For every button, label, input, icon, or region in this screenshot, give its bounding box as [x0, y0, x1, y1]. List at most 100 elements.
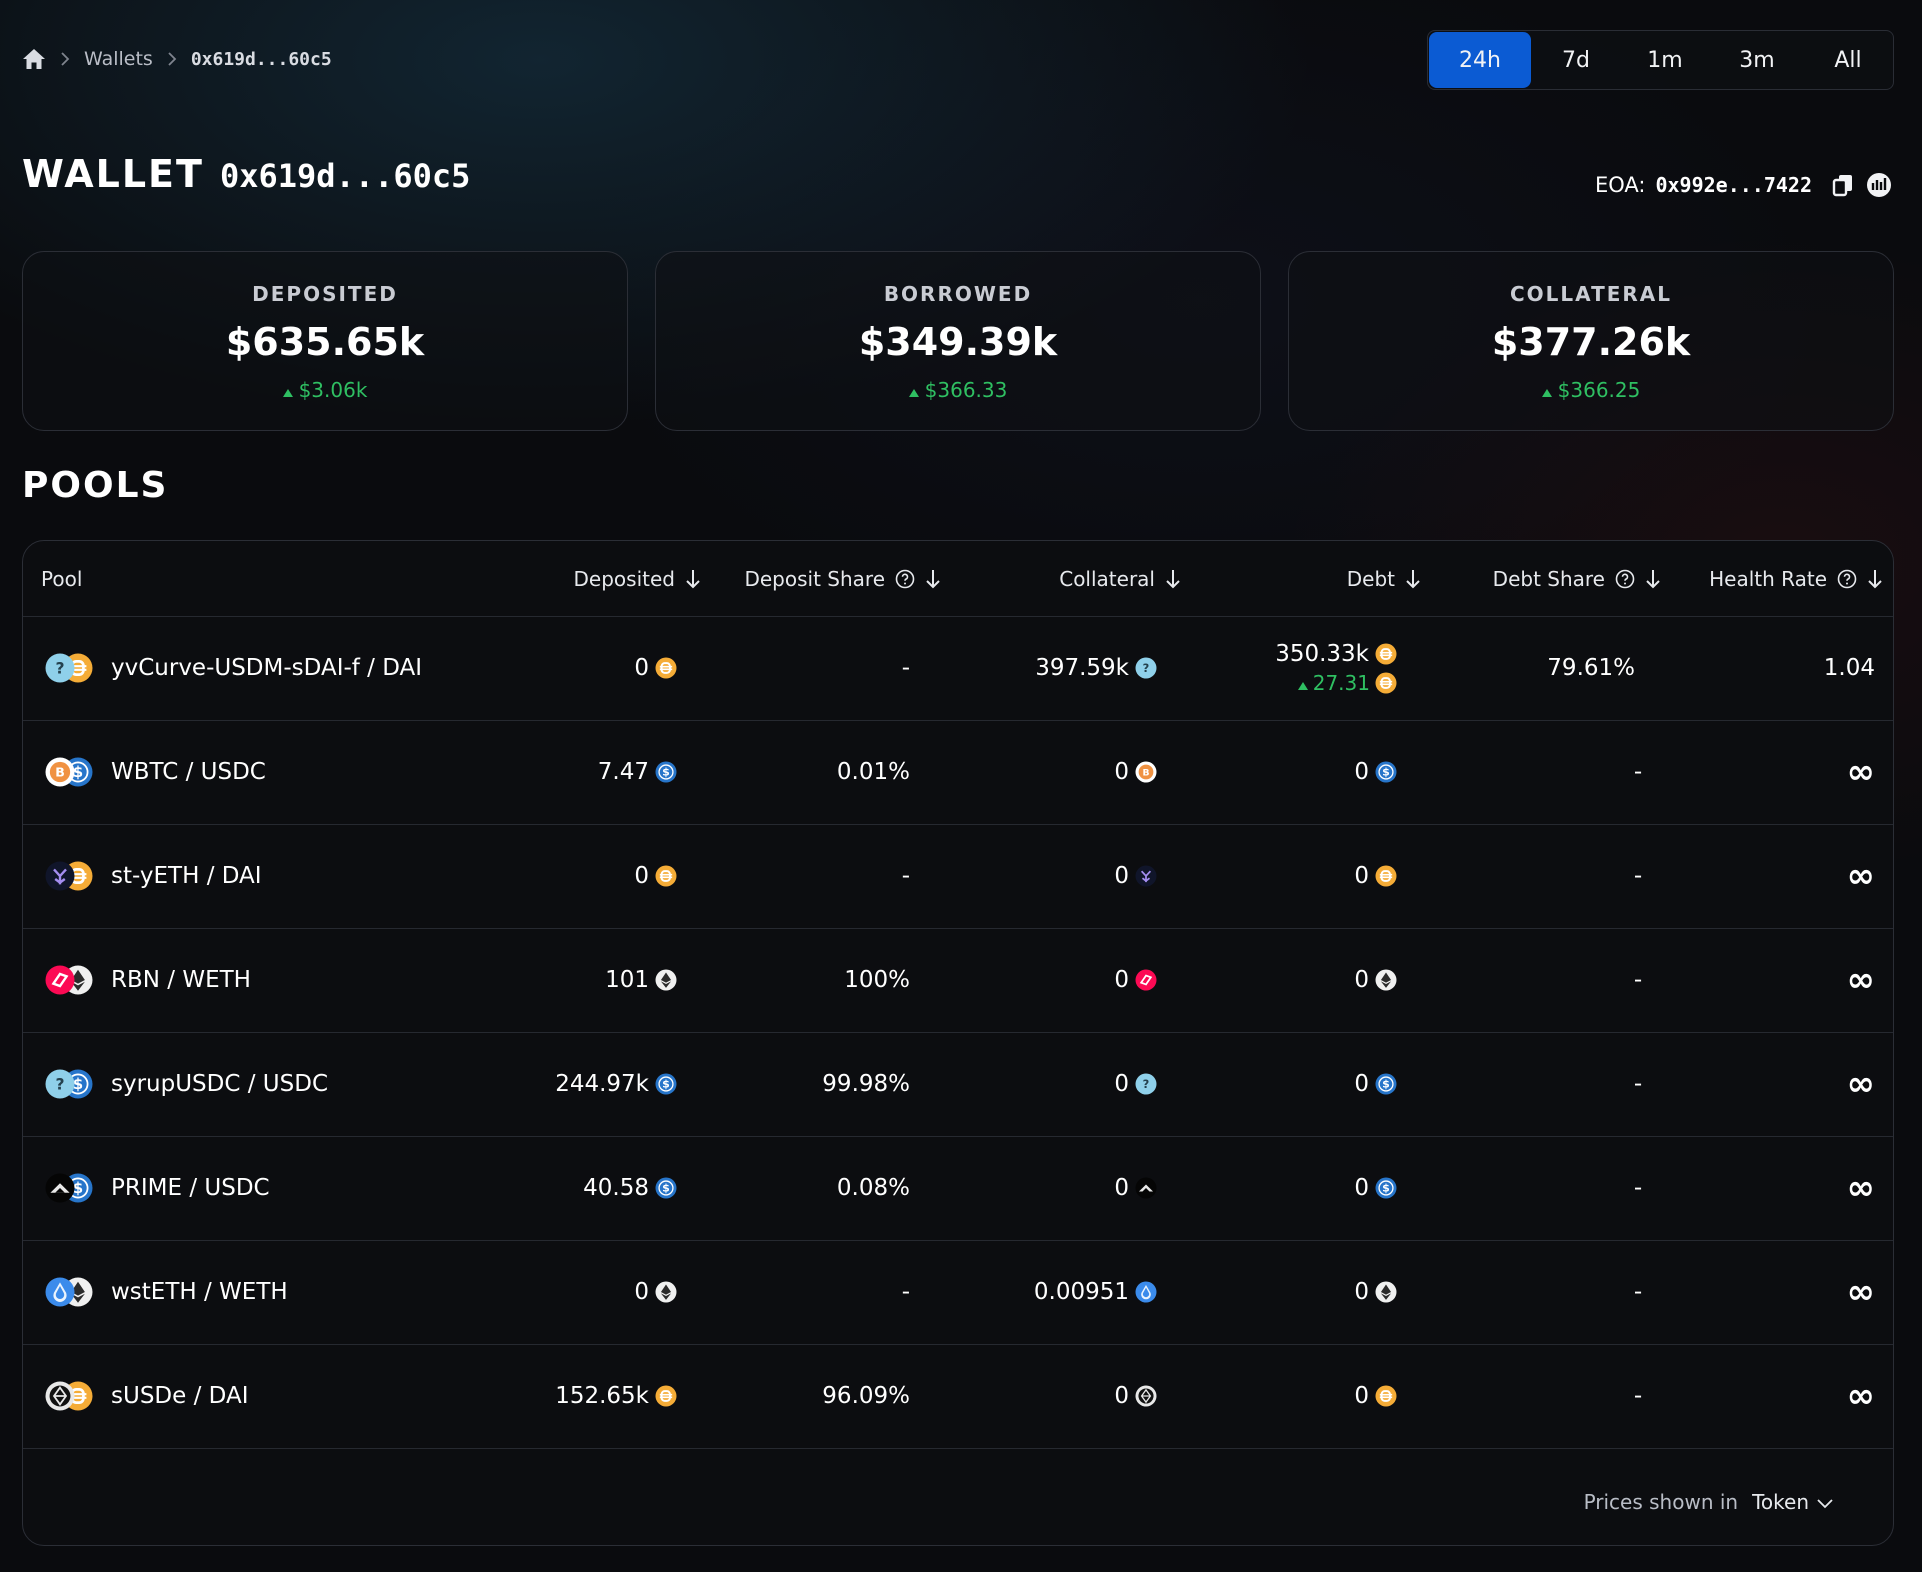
usdc-icon: $ [1375, 1073, 1397, 1095]
table-row[interactable]: B $ WBTC / USDC 7.47 $ 0.01% 0 B 0 $ [23, 720, 1893, 825]
collateral-value: 0 [1114, 1383, 1129, 1409]
range-1m-button[interactable]: 1m [1647, 47, 1683, 73]
column-header-debt[interactable]: Debt [1347, 541, 1421, 616]
pool-cell[interactable]: wstETH / WETH [45, 1240, 288, 1344]
pool-cell[interactable]: RBN / WETH [45, 928, 251, 1032]
pool-cell[interactable]: st-yETH / DAI [45, 824, 262, 928]
svg-text:$: $ [73, 1179, 83, 1197]
deposit-share-cell: 99.98% [822, 1032, 910, 1136]
eoa-info: EOA: 0x992e...7422 [1595, 172, 1892, 198]
dai-icon [1375, 865, 1397, 887]
pool-name[interactable]: RBN / WETH [111, 967, 251, 993]
health-rate-cell: ∞ [1847, 928, 1875, 1032]
breadcrumb-wallets-link[interactable]: Wallets [84, 48, 153, 70]
home-icon[interactable] [22, 48, 46, 70]
table-row[interactable]: wstETH / WETH 0 - 0.00951 0 - [23, 1240, 1893, 1345]
debt-cell: 0 [1354, 1240, 1397, 1344]
copy-icon[interactable] [1830, 172, 1856, 198]
weth-icon [1375, 969, 1397, 991]
column-header-debt-share[interactable]: Debt Share [1493, 541, 1661, 616]
range-all-button[interactable]: All [1834, 47, 1862, 73]
dai-icon [1375, 672, 1397, 694]
deposited-cell: 0 [634, 824, 677, 928]
sort-arrow-icon[interactable] [685, 569, 701, 589]
caret-up-icon [1541, 378, 1552, 402]
table-row[interactable]: sUSDe / DAI 152.65k 96.09% 0 0 [23, 1344, 1893, 1449]
range-3m-button[interactable]: 3m [1739, 47, 1775, 73]
chevron-right-icon [60, 52, 70, 66]
sort-arrow-icon[interactable] [1165, 569, 1181, 589]
sort-arrow-icon[interactable] [1867, 569, 1883, 589]
pool-cell[interactable]: sUSDe / DAI [45, 1344, 248, 1448]
health-rate-cell: ∞ [1847, 1240, 1875, 1344]
collateral-cell: 0 [1114, 1136, 1157, 1240]
stat-value: $349.39k [858, 320, 1058, 364]
column-header-health-rate[interactable]: Health Rate [1709, 541, 1883, 616]
debt-share-value: - [1633, 863, 1643, 889]
debt-cell: 0 [1354, 824, 1397, 928]
pool-cell[interactable]: B $ WBTC / USDC [45, 720, 266, 824]
price-unit-dropdown[interactable]: Token [1752, 1490, 1833, 1514]
weth-icon [1375, 1281, 1397, 1303]
pool-name[interactable]: st-yETH / DAI [111, 863, 262, 889]
table-row[interactable]: ? yvCurve-USDM-sDAI-f / DAI 0 - 397.59k … [23, 616, 1893, 721]
pool-name[interactable]: WBTC / USDC [111, 759, 266, 785]
debt-value: 0 [1354, 1175, 1369, 1201]
collateral-value: 0 [1114, 1175, 1129, 1201]
table-row[interactable]: $ PRIME / USDC 40.58 $ 0.08% 0 0 $ [23, 1136, 1893, 1241]
deposit-share-value: - [901, 655, 910, 681]
chevron-down-icon [1817, 1490, 1833, 1514]
st-yeth-icon [1135, 865, 1157, 887]
pool-name[interactable]: wstETH / WETH [111, 1279, 288, 1305]
pool-cell[interactable]: ? yvCurve-USDM-sDAI-f / DAI [45, 616, 422, 720]
column-label: Debt Share [1492, 566, 1605, 591]
column-header-collateral[interactable]: Collateral [1059, 541, 1181, 616]
pool-name[interactable]: syrupUSDC / USDC [111, 1071, 329, 1097]
sort-arrow-icon[interactable] [1645, 569, 1661, 589]
range-7d-button[interactable]: 7d [1562, 47, 1590, 73]
help-icon[interactable] [1615, 569, 1635, 589]
svg-text:B: B [55, 765, 65, 780]
sort-arrow-icon[interactable] [1405, 569, 1421, 589]
collateral-value: 0.00951 [1033, 1279, 1129, 1305]
unknown-token-icon: ? [45, 653, 75, 683]
usdc-icon: $ [655, 1177, 677, 1199]
debt-share-cell: - [1613, 1240, 1663, 1344]
range-24h-button[interactable]: 24h [1429, 32, 1531, 88]
collateral-card: COLLATERAL $377.26k $366.25 [1288, 251, 1894, 431]
stat-label: COLLATERAL [1509, 282, 1673, 306]
deposited-cell: 152.65k [555, 1344, 677, 1448]
explorer-icon[interactable] [1866, 172, 1892, 198]
deposit-share-cell: 0.08% [837, 1136, 910, 1240]
debt-value: 350.33k [1275, 641, 1369, 667]
deposit-share-cell: - [902, 616, 910, 720]
page-title-address: 0x619d...60c5 [219, 157, 471, 195]
table-row[interactable]: st-yETH / DAI 0 - 0 0 - [23, 824, 1893, 929]
pool-cell[interactable]: $ PRIME / USDC [45, 1136, 270, 1240]
stat-change-value: $366.33 [924, 378, 1008, 402]
debt-share-cell: - [1613, 928, 1663, 1032]
deposited-cell: 0 [634, 1240, 677, 1344]
debt-share-cell: - [1613, 720, 1663, 824]
pool-name[interactable]: PRIME / USDC [111, 1175, 270, 1201]
dai-icon [655, 1385, 677, 1407]
help-icon[interactable] [895, 569, 915, 589]
sort-arrow-icon[interactable] [925, 569, 941, 589]
pool-name[interactable]: yvCurve-USDM-sDAI-f / DAI [111, 655, 423, 681]
svg-text:?: ? [1143, 661, 1150, 675]
health-rate-cell: ∞ [1847, 720, 1875, 824]
column-header-deposited[interactable]: Deposited [574, 541, 701, 616]
column-header-deposit-share[interactable]: Deposit Share [744, 541, 941, 616]
pool-cell[interactable]: ? $ syrupUSDC / USDC [45, 1032, 328, 1136]
weth-icon [655, 969, 677, 991]
page-title: WALLET 0x619d...60c5 [22, 152, 470, 196]
pool-name[interactable]: sUSDe / DAI [111, 1383, 249, 1409]
collateral-cell: 0.00951 [1034, 1240, 1157, 1344]
help-icon[interactable] [1837, 569, 1857, 589]
svg-text:?: ? [1143, 1077, 1150, 1091]
table-row[interactable]: RBN / WETH 101 100% 0 0 - [23, 928, 1893, 1033]
table-row[interactable]: ? $ syrupUSDC / USDC 244.97k $ 99.98% 0 … [23, 1032, 1893, 1137]
debt-share-value: - [1633, 1175, 1643, 1201]
svg-text:?: ? [55, 1075, 64, 1093]
deposit-share-cell: 100% [844, 928, 910, 1032]
